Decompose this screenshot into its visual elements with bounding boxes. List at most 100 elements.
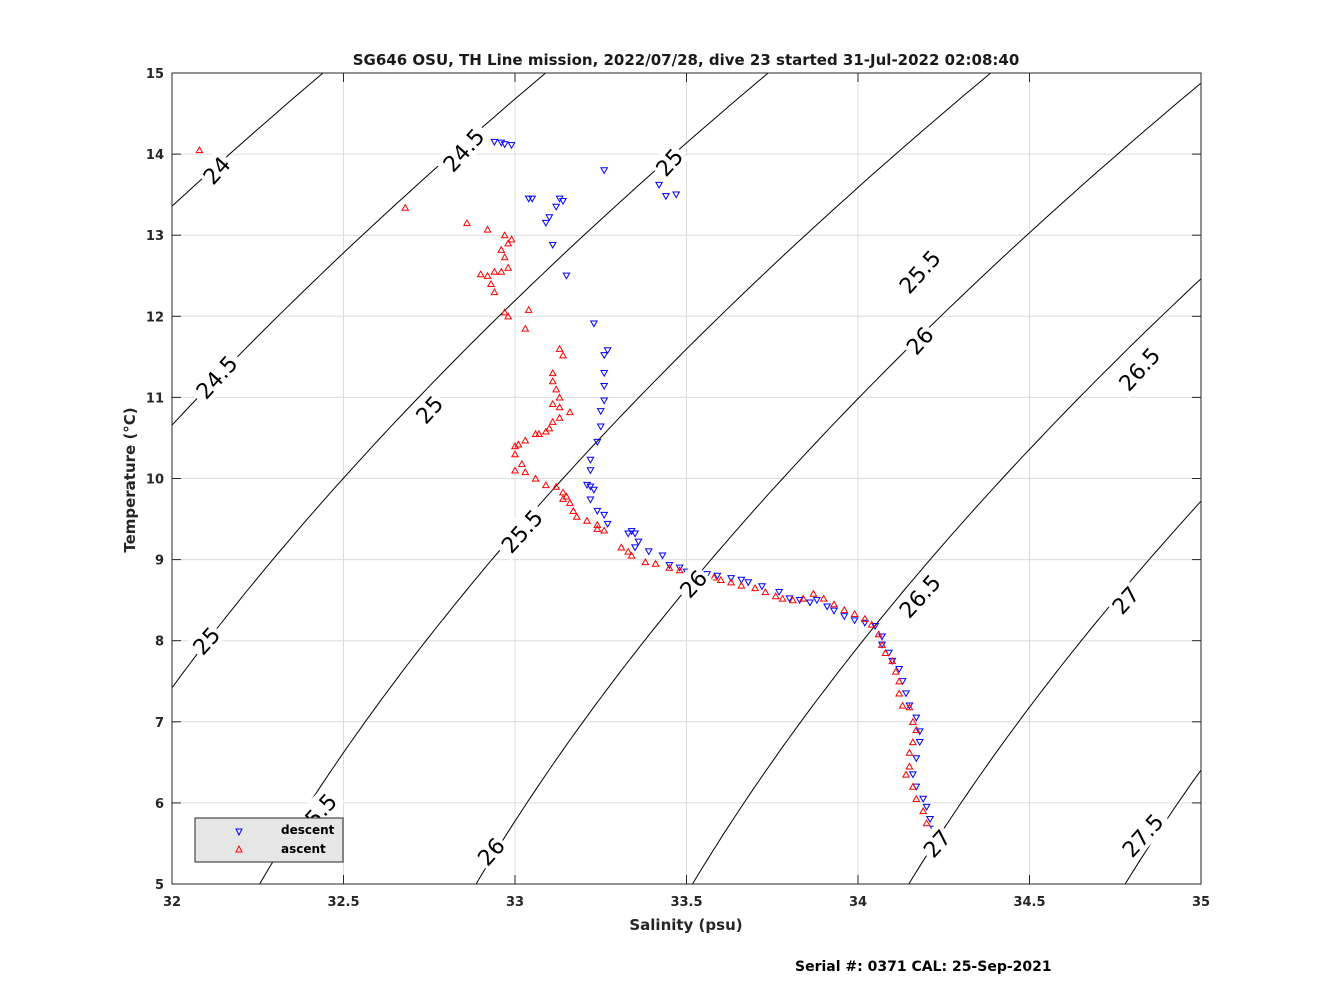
x-tick-label: 33.5: [670, 895, 702, 910]
ascent-point: [600, 526, 609, 534]
descent-point: [603, 347, 612, 355]
ascent-point: [548, 369, 557, 377]
descent-point: [589, 320, 598, 328]
ascent-point: [555, 393, 564, 401]
contour-label-bg: [186, 346, 245, 407]
descent-point: [672, 191, 681, 199]
ascent-point: [572, 512, 581, 520]
descent-point: [915, 738, 924, 747]
ascent-point: [895, 689, 904, 697]
ascent-point: [751, 583, 760, 592]
y-tick-label: 10: [146, 473, 164, 488]
contour-label-bg: [433, 119, 492, 180]
descent-point: [871, 623, 880, 631]
descent-point: [665, 562, 674, 570]
ascent-point: [531, 429, 540, 437]
legend: descent ascent: [194, 817, 344, 863]
y-tick-label: 12: [146, 310, 164, 325]
descent-point: [644, 548, 653, 556]
ascent-point: [877, 640, 887, 648]
contour-label-bg: [889, 565, 949, 626]
x-tick-label: 33: [506, 895, 524, 910]
ascent-point: [895, 677, 904, 685]
descent-point: [497, 139, 506, 147]
ascent-point: [888, 656, 897, 665]
y-tick-label: 5: [155, 878, 164, 893]
ascent-point: [908, 717, 917, 725]
ascent-point: [799, 594, 808, 602]
descent-point: [586, 456, 595, 464]
ascent-point: [555, 413, 564, 421]
serial-calibration-text: Serial #: 0371 CAL: 25-Sep-2021: [795, 959, 1052, 975]
y-tick-label: 9: [155, 554, 164, 569]
y-tick-label: 6: [155, 797, 164, 812]
descent-point: [600, 397, 609, 405]
descent-point: [634, 538, 643, 546]
y-tick-label: 14: [146, 148, 164, 163]
y-tick-label: 13: [146, 229, 164, 244]
density-contour-line: [259, 73, 992, 884]
ascent-point: [490, 287, 499, 296]
ascent-point: [905, 748, 914, 756]
contour-label-bg: [648, 140, 689, 183]
descent-point: [630, 544, 640, 552]
ascent-point: [850, 609, 859, 618]
descent-point: [737, 576, 746, 584]
descent-point: [895, 665, 904, 674]
ascent-point: [552, 385, 561, 393]
y-tick-label: 15: [146, 67, 164, 82]
descent-point: [727, 575, 736, 583]
ascent-point: [552, 482, 561, 490]
ascent-point: [641, 558, 650, 566]
descent-point: [586, 496, 595, 504]
descent-point: [775, 588, 784, 597]
descent-point: [805, 599, 815, 607]
ascent-point: [558, 351, 568, 359]
ascent-point: [462, 219, 472, 227]
density-contour-line: [172, 73, 769, 689]
descent-point: [912, 755, 921, 763]
ascent-point: [510, 450, 520, 458]
descent-point: [582, 481, 592, 489]
density-contour-line: [172, 73, 547, 426]
ascent-point: [829, 600, 839, 608]
descent-point: [915, 728, 924, 736]
ascent-point: [531, 474, 540, 482]
ascent-point: [500, 253, 509, 261]
descent-point: [603, 520, 612, 528]
descent-point: [545, 214, 554, 222]
ascent-point: [562, 492, 571, 500]
ascent-point: [908, 738, 917, 746]
ascent-point: [809, 589, 818, 597]
chart-title: SG646 OSU, TH Line mission, 2022/07/28, …: [353, 51, 1020, 69]
x-tick-label: 32: [163, 895, 181, 910]
ascent-point: [483, 225, 492, 233]
x-tick-label: 34.5: [1013, 895, 1045, 910]
ascent-point: [555, 403, 564, 411]
contour-label-bg: [898, 319, 940, 361]
ascent-point: [548, 417, 557, 425]
ascent-point: [195, 146, 204, 154]
descent-point: [860, 619, 869, 627]
descent-point: [558, 198, 568, 206]
ascent-point: [548, 399, 557, 407]
descent-point: [785, 595, 794, 603]
ascent-point: [881, 648, 890, 656]
ascent-point: [565, 498, 574, 506]
ascent-point: [510, 442, 520, 450]
ascent-point: [898, 701, 907, 709]
legend-box: [194, 817, 344, 863]
contour-label-bg: [889, 240, 949, 302]
density-contour-line: [475, 82, 1201, 884]
descent-point: [922, 803, 931, 811]
descent-point: [658, 552, 667, 560]
descent-point: [593, 438, 602, 447]
x-tick-label: 34: [849, 895, 867, 910]
legend-descent-marker: [235, 828, 243, 837]
contour-label-bg: [1104, 578, 1146, 621]
ascent-point: [675, 566, 684, 574]
ascent-point: [483, 271, 492, 279]
descent-point: [600, 382, 609, 391]
ascent-point: [548, 377, 557, 385]
